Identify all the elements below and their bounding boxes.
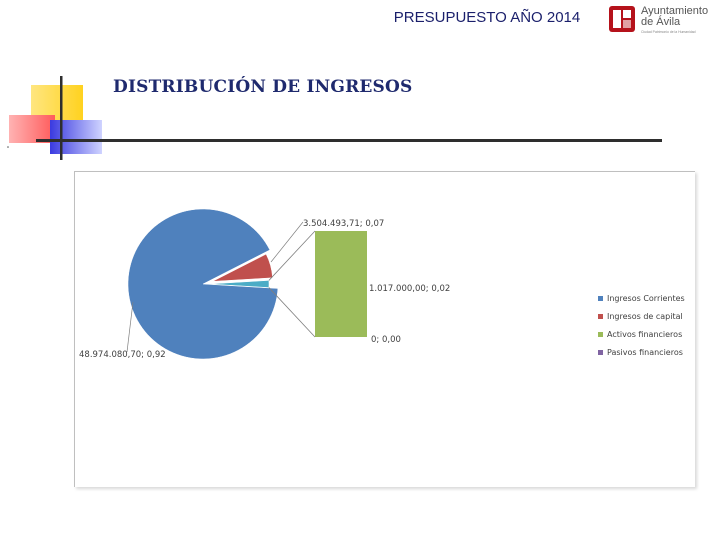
legend-entry-ingresos-corrientes: Ingresos Corrientes (607, 294, 685, 303)
decorative-squares (7, 76, 102, 160)
pie-slice-ingresos-de-capital (212, 253, 273, 282)
title-divider (36, 139, 662, 142)
connector-line-bottom (268, 287, 316, 338)
data-label-pasivos-financieros: 0; 0,00 (371, 335, 401, 345)
legend-entry-pasivos-financieros: Pasivos financieros (607, 348, 683, 357)
data-label-ingresos-de-capital: 3.504.493,71; 0,07 (303, 219, 384, 229)
legend-swatch-ingresos-corrientes (598, 296, 603, 301)
data-label-ingresos-corrientes: 48.974.080,70; 0,92 (79, 350, 166, 360)
legend-swatch-pasivos-financieros (598, 350, 603, 355)
bar-segment-activos-financieros (315, 231, 367, 337)
pie-slice-ingresos-corrientes (127, 208, 279, 360)
logo-text-line1: Ayuntamiento (641, 5, 709, 17)
data-label-activos-financieros: 1.017.000,00; 0,02 (369, 284, 450, 294)
pie-of-bar-chart: 48.974.080,70; 0,92 3.504.493,71; 0,07 1.0… (79, 208, 685, 360)
logo-tagline: Ciudad Patrimonio de la Humanidad (641, 30, 696, 34)
city-council-logo: Ayuntamiento de Ávila Ciudad Patrimonio … (608, 4, 718, 36)
page-title: DISTRIBUCIÓN DE INGRESOS (113, 77, 413, 97)
chart-frame: 48.974.080,70; 0,92 3.504.493,71; 0,07 1.0… (74, 171, 695, 487)
data-label-leader-ingresos-corrientes (126, 301, 134, 353)
legend-entry-ingresos-de-capital: Ingresos de capital (607, 312, 683, 321)
data-label-leader-ingresos-de-capital (270, 221, 304, 263)
logo-text-line2: de Ávila (641, 16, 681, 28)
pie-slice-other (208, 280, 270, 288)
legend-swatch-activos-financieros (598, 332, 603, 337)
coat-of-arms-icon (609, 6, 635, 32)
legend-swatch-ingresos-de-capital (598, 314, 603, 319)
legend-entry-activos-financieros: Activos financieros (607, 330, 682, 339)
connector-line-top (268, 230, 316, 281)
presentation-title: PRESUPUESTO AÑO 2014 (393, 9, 581, 26)
